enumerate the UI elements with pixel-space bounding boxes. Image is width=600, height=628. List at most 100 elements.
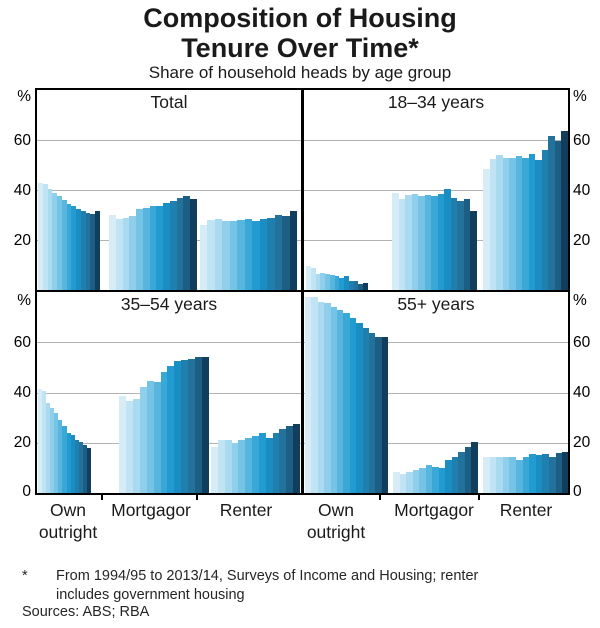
bar-renter bbox=[529, 454, 536, 493]
bar-renter bbox=[509, 456, 517, 493]
bar-group-own-outright bbox=[305, 292, 389, 493]
bar-group-mortgagor bbox=[109, 90, 197, 290]
bar-renter bbox=[548, 136, 555, 290]
y-axis-unit-left-bottom: % bbox=[17, 292, 31, 309]
bar-renter bbox=[509, 157, 516, 290]
axis-tick bbox=[379, 495, 381, 500]
bar-own-outright bbox=[85, 212, 91, 290]
bar-own-outright bbox=[334, 276, 340, 290]
sources-line: Sources: ABS; RBA bbox=[22, 604, 150, 620]
bar-own-outright bbox=[66, 432, 71, 493]
bar-own-outright bbox=[353, 281, 359, 290]
bar-renter bbox=[555, 452, 563, 493]
bar-mortgagor bbox=[431, 196, 438, 290]
gridline-60 bbox=[304, 140, 568, 141]
bar-mortgagor bbox=[169, 201, 177, 290]
bar-group-renter bbox=[483, 90, 568, 290]
bar-renter bbox=[561, 131, 568, 290]
bar-renter bbox=[252, 436, 259, 493]
bar-renter bbox=[542, 454, 550, 493]
bar-mortgagor bbox=[451, 456, 459, 493]
gridline-40 bbox=[304, 392, 568, 394]
bar-mortgagor bbox=[424, 195, 432, 290]
chart-title-line2: Tenure Over Time* bbox=[181, 33, 419, 63]
bar-own-outright bbox=[70, 435, 75, 493]
bar-mortgagor bbox=[419, 467, 426, 493]
bar-own-outright bbox=[78, 441, 83, 493]
x-axis-label-renter: Renter bbox=[499, 500, 553, 520]
bar-own-outright bbox=[38, 182, 43, 290]
bar-own-outright bbox=[381, 337, 389, 493]
bar-own-outright bbox=[325, 273, 330, 290]
bar-renter bbox=[515, 156, 523, 290]
y-axis-tick-label: 60 bbox=[13, 334, 31, 351]
bar-renter bbox=[207, 220, 215, 290]
bar-mortgagor bbox=[156, 206, 164, 290]
bar-mortgagor bbox=[392, 192, 399, 290]
bar-own-outright bbox=[58, 420, 63, 493]
axis-tick bbox=[196, 495, 198, 500]
bar-own-outright bbox=[349, 318, 357, 493]
bar-renter bbox=[496, 155, 503, 290]
bar-own-outright bbox=[356, 323, 363, 493]
bar-own-outright bbox=[368, 333, 376, 493]
bar-mortgagor bbox=[160, 372, 168, 493]
bar-mortgagor bbox=[136, 208, 143, 290]
bar-renter bbox=[522, 157, 529, 290]
bar-renter bbox=[516, 460, 523, 493]
y-axis-tick-label: 60 bbox=[573, 334, 591, 351]
bar-own-outright bbox=[52, 192, 58, 290]
y-axis-tick-label: 60 bbox=[13, 132, 31, 149]
bar-mortgagor bbox=[163, 202, 170, 290]
bar-mortgagor bbox=[188, 358, 196, 493]
y-axis-tick-label: 40 bbox=[573, 384, 591, 401]
bar-own-outright bbox=[315, 273, 321, 290]
x-label-outright: outright bbox=[306, 522, 366, 542]
bar-renter bbox=[214, 218, 223, 290]
gridline-60 bbox=[37, 342, 301, 344]
bar-own-outright bbox=[42, 391, 47, 493]
bar-group-own-outright bbox=[38, 292, 92, 493]
y-axis-tick-label: 20 bbox=[573, 434, 591, 451]
panel-divider-vertical bbox=[301, 90, 304, 493]
y-axis-unit-right-top: % bbox=[573, 88, 587, 105]
bar-own-outright bbox=[57, 196, 62, 290]
bar-own-outright bbox=[330, 307, 337, 493]
x-label-own: Own bbox=[318, 500, 354, 520]
bar-mortgagor bbox=[406, 471, 413, 493]
bar-mortgagor bbox=[457, 201, 464, 290]
footnote-line1: From 1994/95 to 2013/14, Surveys of Inco… bbox=[56, 568, 479, 584]
bar-own-outright bbox=[339, 277, 345, 290]
footnote-marker: * bbox=[22, 568, 28, 584]
gridline-60 bbox=[37, 140, 301, 141]
bar-renter bbox=[535, 455, 543, 493]
bar-group-renter bbox=[483, 292, 568, 493]
bar-mortgagor bbox=[471, 441, 478, 493]
bar-own-outright bbox=[46, 402, 51, 493]
bar-own-outright bbox=[306, 266, 311, 290]
bar-own-outright bbox=[80, 211, 86, 290]
bar-own-outright bbox=[348, 281, 354, 290]
bar-own-outright bbox=[86, 447, 92, 493]
bar-group-mortgagor bbox=[393, 292, 478, 493]
bar-renter bbox=[496, 456, 503, 493]
bar-mortgagor bbox=[202, 357, 209, 493]
bar-renter bbox=[483, 168, 490, 290]
bar-group-mortgagor bbox=[392, 90, 477, 290]
footnote-text: From 1994/95 to 2013/14, Surveys of Inco… bbox=[56, 567, 478, 605]
bar-mortgagor bbox=[444, 188, 451, 290]
bar-mortgagor bbox=[167, 366, 175, 493]
y-axis-tick-label: 40 bbox=[13, 182, 31, 199]
bar-mortgagor bbox=[115, 218, 123, 290]
bar-renter bbox=[502, 157, 510, 290]
bar-own-outright bbox=[343, 313, 350, 493]
chart-title: Composition of Housing Tenure Over Time* bbox=[0, 3, 600, 63]
bar-own-outright bbox=[336, 309, 344, 493]
bar-renter bbox=[562, 451, 568, 493]
bar-renter bbox=[279, 428, 287, 493]
bar-renter bbox=[211, 446, 218, 493]
y-axis-tick-label: 40 bbox=[573, 182, 591, 199]
bar-renter bbox=[224, 440, 232, 493]
bar-renter bbox=[522, 456, 530, 493]
bar-renter bbox=[293, 423, 300, 493]
